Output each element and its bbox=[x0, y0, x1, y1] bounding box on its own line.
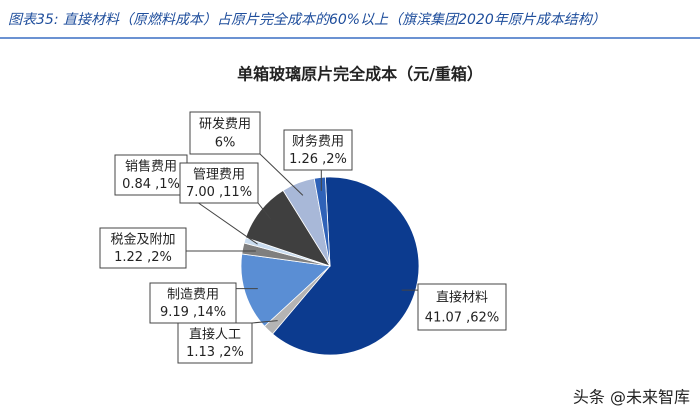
label-box bbox=[99, 227, 187, 269]
slice-name: 税金及附加 bbox=[110, 232, 175, 248]
label-box bbox=[417, 283, 507, 331]
label-box bbox=[177, 322, 253, 364]
slice-value-label: 0.84 ,1% bbox=[122, 177, 180, 192]
label-box bbox=[114, 154, 188, 196]
slice-value-label: 7.00 ,11% bbox=[186, 185, 252, 200]
slice-value-label: 41.07 ,62% bbox=[425, 311, 499, 326]
callout-line bbox=[251, 320, 278, 324]
slice-name: 管理费用 bbox=[193, 168, 245, 183]
label-box bbox=[189, 111, 261, 155]
slice-name: 直接人工 bbox=[189, 327, 241, 343]
slice-name: 销售费用 bbox=[125, 159, 177, 175]
slice-name: 研发费用 bbox=[199, 116, 251, 132]
slice-value-label: 1.22 ,2% bbox=[114, 250, 172, 265]
slice-value-label: 1.13 ,2% bbox=[186, 345, 244, 360]
pie-slice bbox=[271, 176, 420, 356]
slice-value-label: 6% bbox=[215, 136, 236, 151]
callout-line bbox=[257, 202, 272, 220]
chart-title: 单箱玻璃原片完全成本（元/重箱） bbox=[237, 65, 483, 84]
label-box bbox=[149, 282, 237, 324]
watermark: 头条 @未来智库 bbox=[573, 388, 690, 407]
page-title: 图表35: 直接材料（原燃料成本）占原片完全成本的60%以上（旗滨集团2020年… bbox=[8, 12, 606, 28]
pie bbox=[240, 176, 420, 356]
slice-name: 直接材料 bbox=[436, 289, 488, 305]
pie-slice bbox=[313, 176, 331, 267]
slice-name: 财务费用 bbox=[292, 134, 344, 150]
callout-line bbox=[259, 153, 304, 196]
label-box bbox=[179, 162, 259, 204]
slice-value-label: 1.26 ,2% bbox=[289, 152, 347, 167]
pie-slice bbox=[240, 253, 331, 327]
labels: 直接材料 41.07 ,62% 直接人工 1.13 ,2% 制造费用 9.19 ,14% 税… bbox=[99, 111, 507, 364]
slice-name: 制造费用 bbox=[167, 288, 219, 303]
label-box bbox=[283, 129, 353, 171]
slice-value-label: 9.19 ,14% bbox=[160, 305, 226, 320]
